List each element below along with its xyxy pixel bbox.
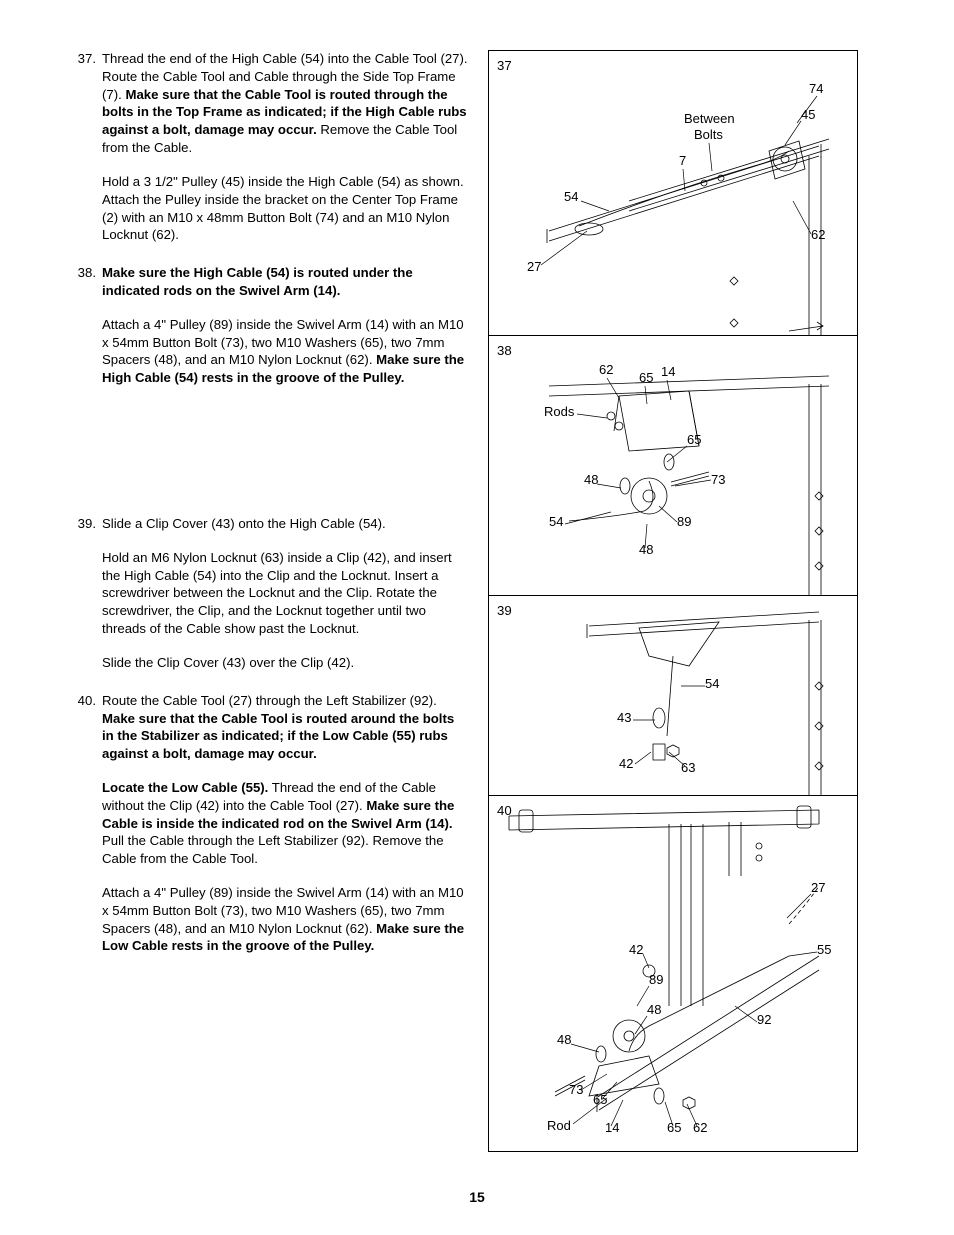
paragraph: Attach a 4" Pulley (89) inside the Swive…	[102, 884, 468, 955]
callout-label: 42	[619, 756, 633, 771]
callout-label: 48	[557, 1032, 571, 1047]
callout-label: 73	[711, 472, 725, 487]
paragraph: Locate the Low Cable (55). Thread the en…	[102, 779, 468, 868]
callout-label: 65	[687, 432, 701, 447]
callout-label: 89	[677, 514, 691, 529]
text-run: Make sure the High Cable (54) is routed …	[102, 265, 413, 298]
callout-label: 62	[693, 1120, 707, 1135]
paragraph: Route the Cable Tool (27) through the Le…	[102, 692, 468, 763]
step-number: 37.	[70, 50, 102, 244]
callout-label: 48	[639, 542, 653, 557]
callout-label: 62	[599, 362, 613, 377]
callout-label: 54	[705, 676, 719, 691]
callout-label: 48	[647, 1002, 661, 1017]
callout-label: 45	[801, 107, 815, 122]
callout-label: 54	[549, 514, 563, 529]
step: 38.Make sure the High Cable (54) is rout…	[70, 264, 468, 387]
callout-label: 43	[617, 710, 631, 725]
callout-label: 65	[667, 1120, 681, 1135]
callout-label: Between	[684, 111, 735, 126]
callout-label: 54	[564, 189, 578, 204]
callout-label: 48	[584, 472, 598, 487]
text-run: Hold a 3 1/2" Pulley (45) inside the Hig…	[102, 174, 464, 242]
text-run: Slide a Clip Cover (43) onto the High Ca…	[102, 516, 386, 531]
diagram-svg: 54 43 42 63	[489, 596, 855, 796]
paragraph: Attach a 4" Pulley (89) inside the Swive…	[102, 316, 468, 387]
callout-label: 27	[527, 259, 541, 274]
diagram-svg: 62 65 14 Rods 65 73 48 89 54 48	[489, 336, 855, 596]
panel-number: 38	[497, 342, 512, 360]
page-number: 15	[469, 1188, 485, 1207]
callout-label: 89	[649, 972, 663, 987]
callout-label: 55	[817, 942, 831, 957]
text-run: Make sure that the Cable Tool is routed …	[102, 711, 454, 762]
paragraph: Thread the end of the High Cable (54) in…	[102, 50, 468, 157]
callout-label: 65	[639, 370, 653, 385]
diagram-svg: 74 45 BetweenBolts 7 54 62 27	[489, 51, 855, 336]
panel-number: 40	[497, 802, 512, 820]
callout-label: 42	[629, 942, 643, 957]
step-body: Slide a Clip Cover (43) onto the High Ca…	[102, 515, 468, 672]
panel-number: 39	[497, 602, 512, 620]
diagram-panel: 38 62 65 14 Rods 65 73 48 89 54 48	[489, 336, 857, 596]
callout-label: 63	[681, 760, 695, 775]
step-number: 39.	[70, 515, 102, 672]
callout-label: 14	[661, 364, 675, 379]
step-number: 40.	[70, 692, 102, 956]
callout-label: Rod	[547, 1118, 571, 1133]
diagram-panel: 40 27 55 42 89 48 92 48 73 65 Rod 14 65 62	[489, 796, 857, 1151]
diagram-svg: 27 55 42 89 48 92 48 73 65 Rod 14 65 62	[489, 796, 855, 1151]
step: 39.Slide a Clip Cover (43) onto the High…	[70, 515, 468, 672]
callout-label: 92	[757, 1012, 771, 1027]
paragraph: Hold an M6 Nylon Locknut (63) inside a C…	[102, 549, 468, 638]
diagrams-column: 37 74 45 BetweenBolts 7 54 62 27 38 62 65 14 Rods 65 7…	[488, 50, 858, 1152]
callout-label: 62	[811, 227, 825, 242]
step: 37.Thread the end of the High Cable (54)…	[70, 50, 468, 244]
paragraph: Hold a 3 1/2" Pulley (45) inside the Hig…	[102, 173, 468, 244]
paragraph: Slide the Clip Cover (43) over the Clip …	[102, 654, 468, 672]
panel-number: 37	[497, 57, 512, 75]
callout-label: 7	[679, 153, 686, 168]
page: 37.Thread the end of the High Cable (54)…	[70, 50, 884, 1152]
paragraph: Make sure the High Cable (54) is routed …	[102, 264, 468, 300]
text-run: Hold an M6 Nylon Locknut (63) inside a C…	[102, 550, 452, 636]
instructions-column: 37.Thread the end of the High Cable (54)…	[70, 50, 468, 1152]
step-body: Route the Cable Tool (27) through the Le…	[102, 692, 468, 956]
callout-label: Rods	[544, 404, 575, 419]
text-run: Locate the Low Cable (55).	[102, 780, 268, 795]
step-number: 38.	[70, 264, 102, 387]
text-run: Pull the Cable through the Left Stabiliz…	[102, 833, 444, 866]
text-run: Route the Cable Tool (27) through the Le…	[102, 693, 437, 708]
callout-label: 65	[593, 1092, 607, 1107]
callout-label: 27	[811, 880, 825, 895]
callout-label: Bolts	[694, 127, 723, 142]
step: 40.Route the Cable Tool (27) through the…	[70, 692, 468, 956]
diagram-panel: 39 54 43 42 63	[489, 596, 857, 796]
diagram-panel: 37 74 45 BetweenBolts 7 54 62 27	[489, 51, 857, 336]
text-run: Slide the Clip Cover (43) over the Clip …	[102, 655, 354, 670]
step-body: Make sure the High Cable (54) is routed …	[102, 264, 468, 387]
paragraph: Slide a Clip Cover (43) onto the High Ca…	[102, 515, 468, 533]
callout-label: 74	[809, 81, 823, 96]
callout-label: 14	[605, 1120, 619, 1135]
callout-label: 73	[569, 1082, 583, 1097]
step-body: Thread the end of the High Cable (54) in…	[102, 50, 468, 244]
